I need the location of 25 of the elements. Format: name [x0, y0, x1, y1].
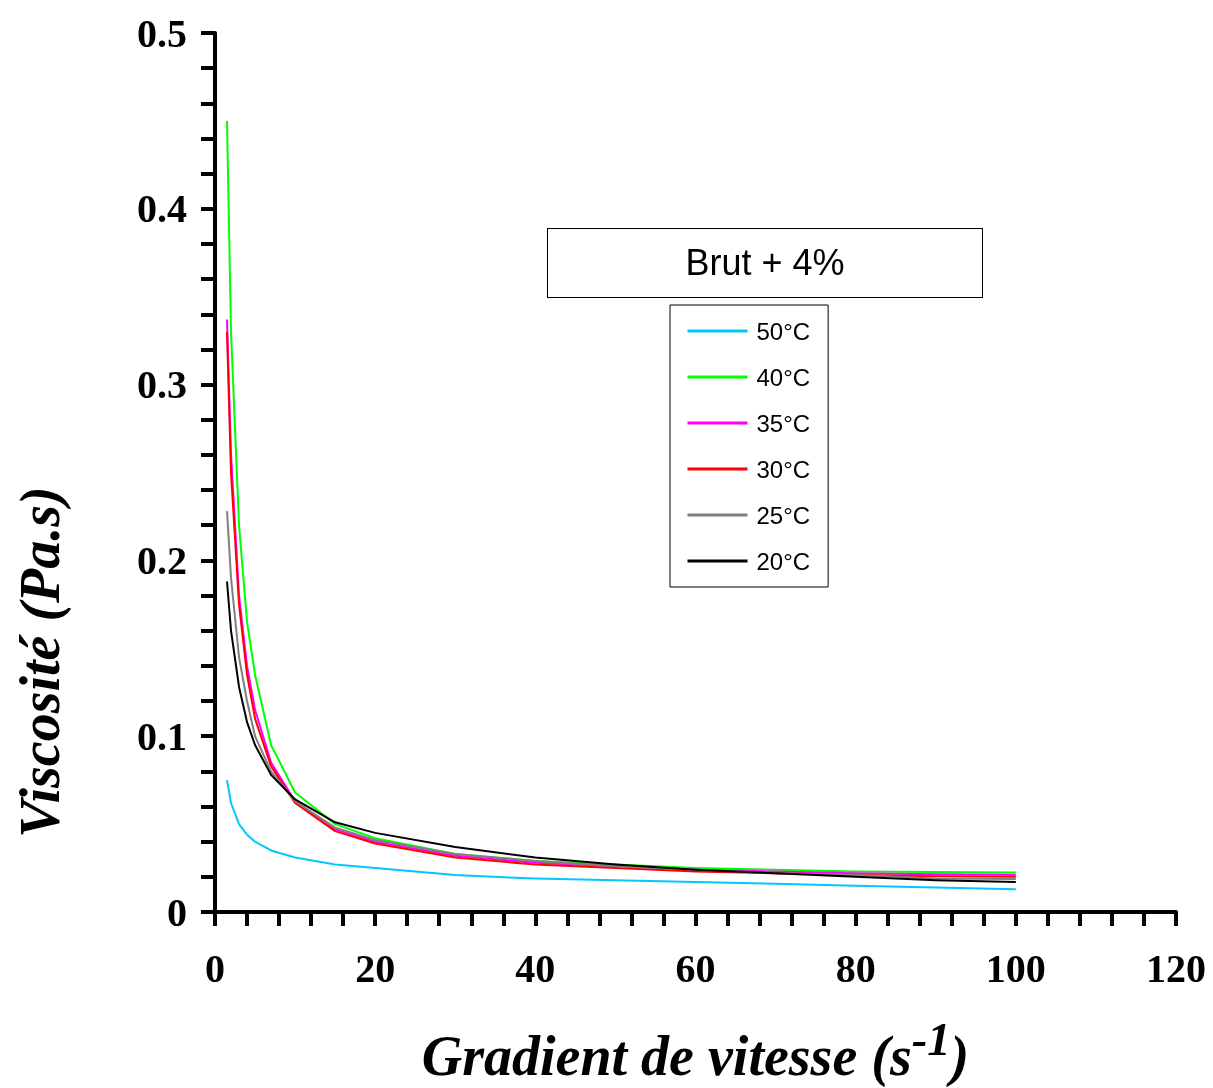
- y-tick-label: 0.5: [137, 10, 187, 56]
- x-axis-title: Gradient de vitesse (s$^{-1}$): [420, 1012, 971, 1088]
- y-tick-label: 0.4: [137, 186, 187, 232]
- legend-label: 25°C: [756, 501, 811, 529]
- legend-label: 35°C: [756, 409, 811, 437]
- y-tick-label: 0: [167, 889, 187, 935]
- x-tick-label: 20: [355, 945, 396, 991]
- legend-label: 30°C: [756, 455, 811, 483]
- x-tick-label: 120: [1146, 945, 1206, 991]
- caption-box: Brut + 4%: [547, 228, 983, 298]
- x-tick-label: 40: [515, 945, 556, 991]
- y-tick-label: 0.1: [137, 713, 187, 759]
- y-axis-title: Viscosité (Pa.s): [8, 485, 72, 840]
- line-series: [226, 580, 1017, 884]
- x-tick-label: 80: [835, 945, 876, 991]
- legend-label: 40°C: [756, 363, 811, 391]
- legend-label: 50°C: [756, 317, 811, 345]
- x-tick-label: 0: [205, 945, 225, 991]
- line-series: [226, 779, 1017, 891]
- x-tick-label: 100: [985, 945, 1046, 991]
- x-tick-label: 60: [675, 945, 716, 991]
- y-tick-label: 0.2: [137, 537, 187, 583]
- legend-label: 20°C: [756, 547, 811, 575]
- line-series: [226, 119, 1017, 874]
- y-tick-label: 0.3: [137, 362, 187, 408]
